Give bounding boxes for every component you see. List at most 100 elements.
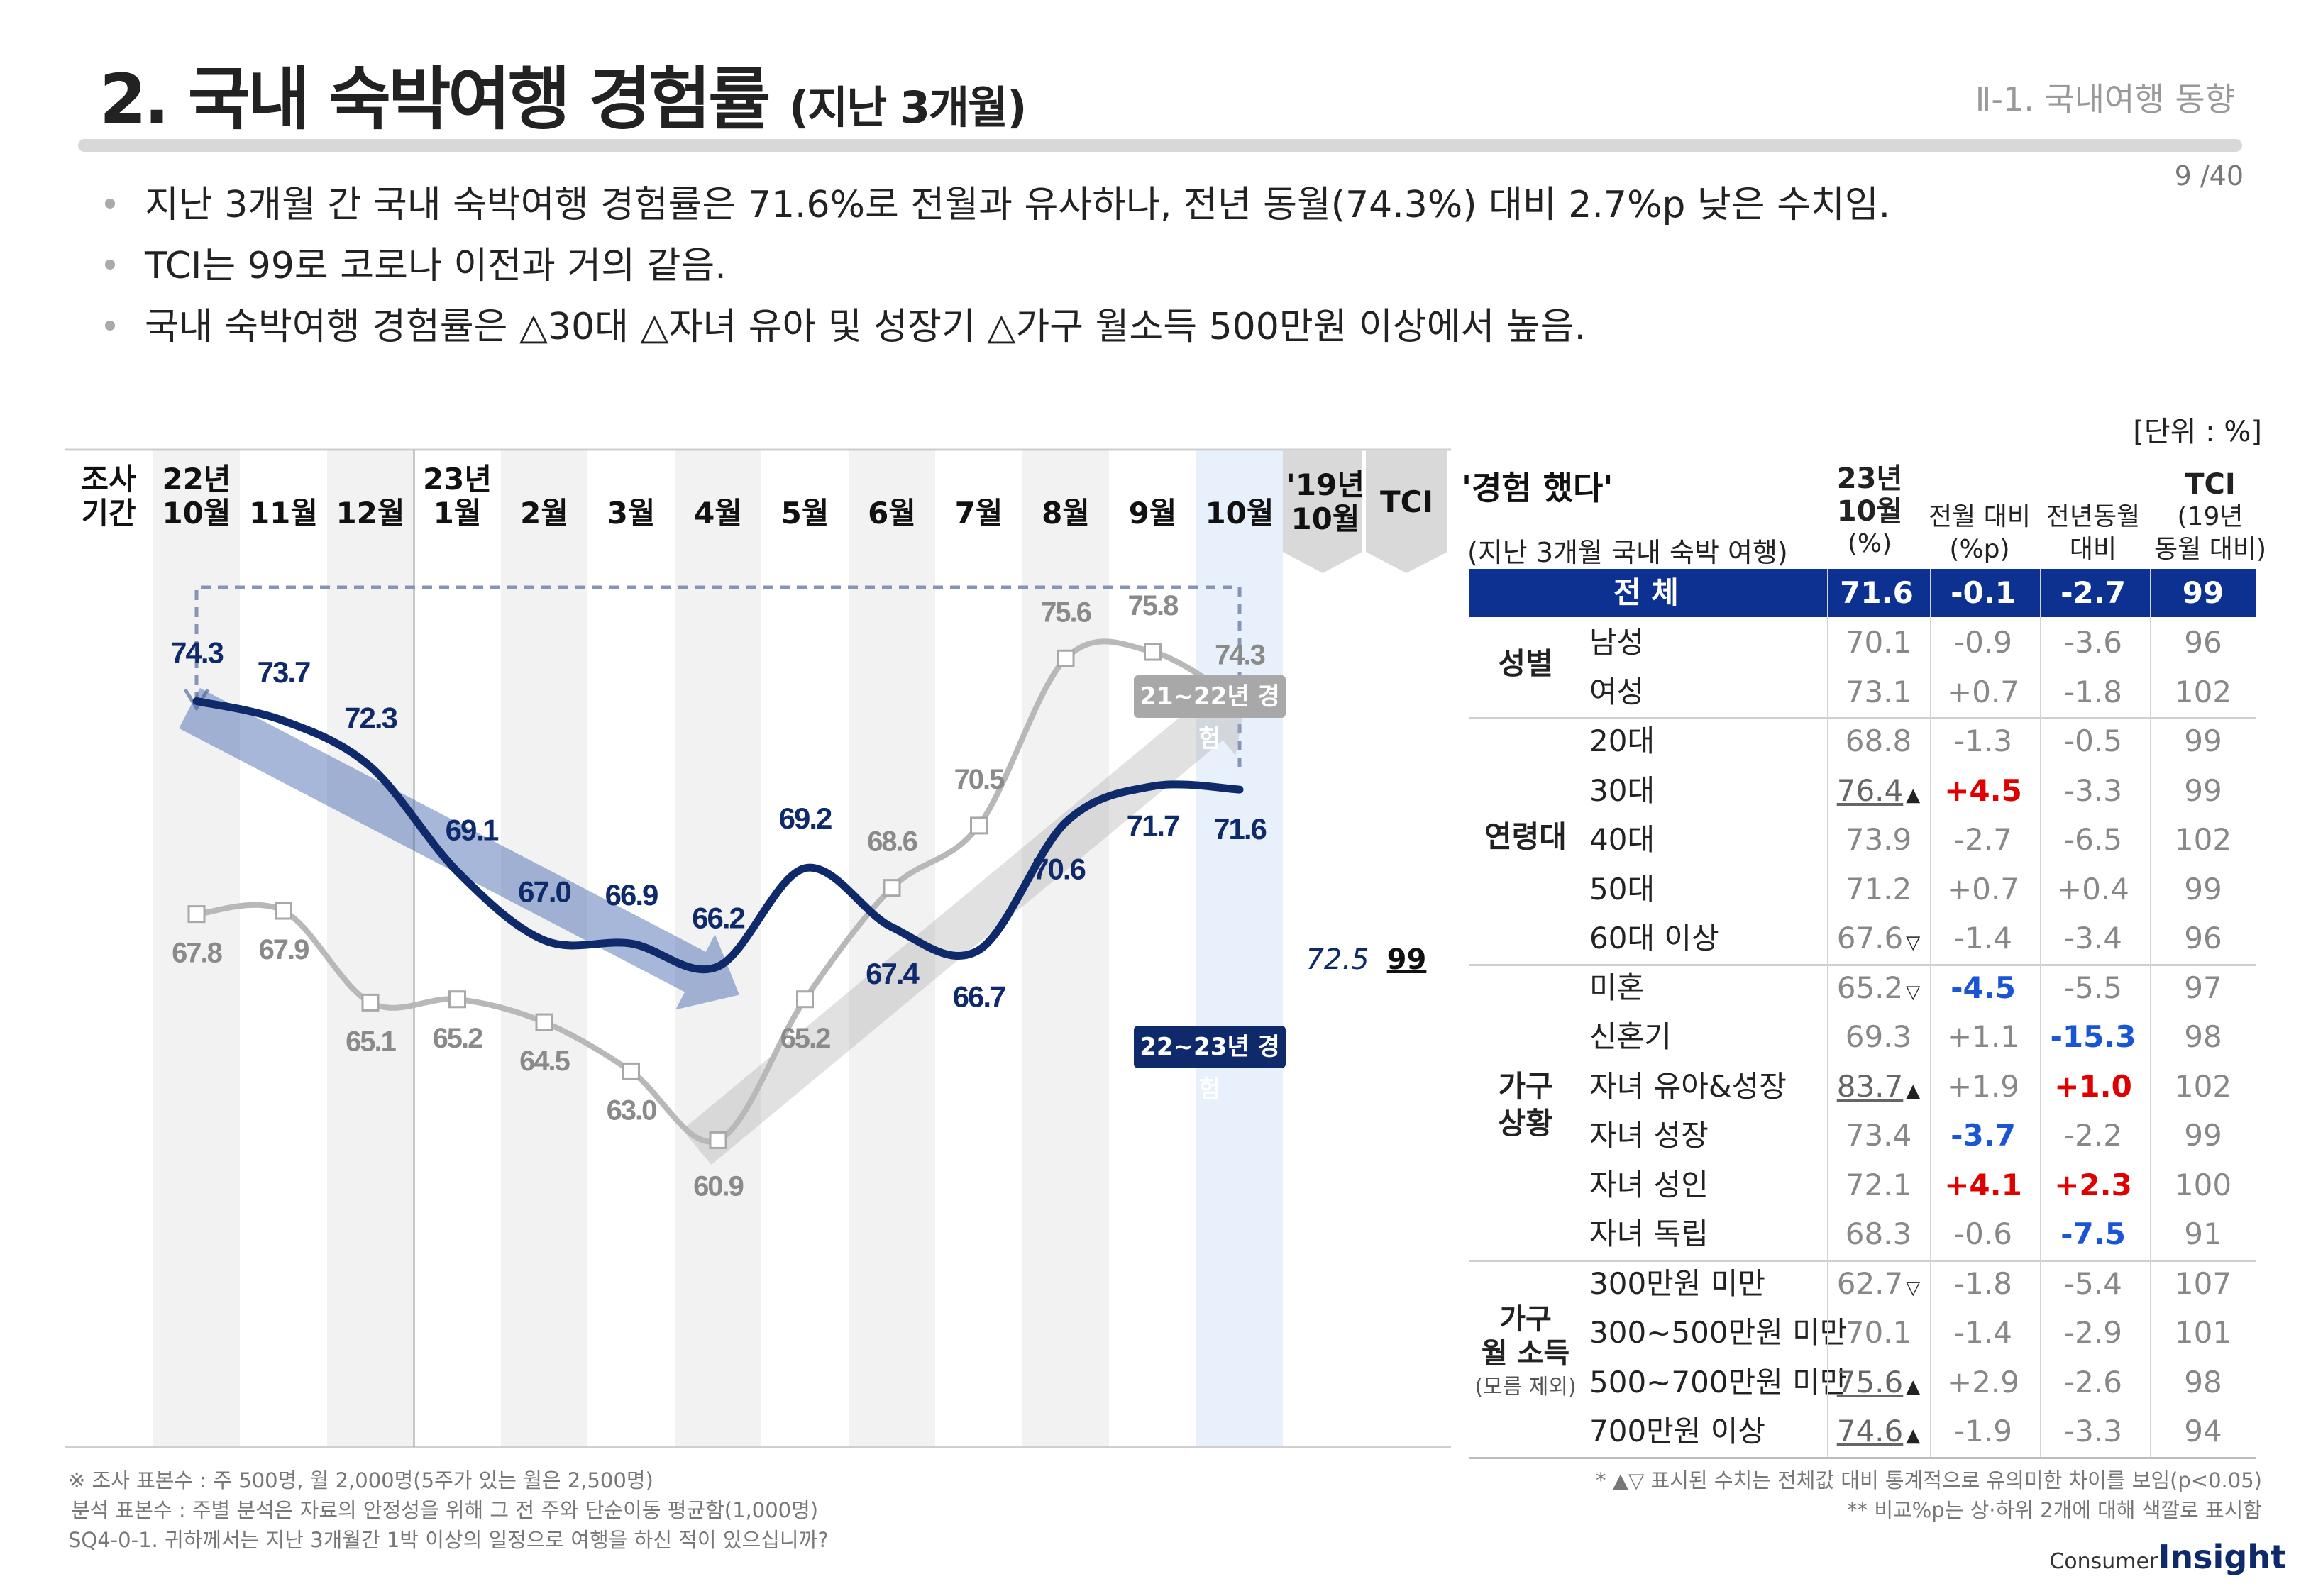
data-point-prev-year [187, 905, 206, 924]
data-label-this-year: 66.7 [953, 980, 1005, 1013]
bullet-item: 지난 3개월 간 국내 숙박여행 경험률은 71.6%로 전월과 유사하나, 전… [92, 174, 1890, 235]
period-label: 조사 기간 [81, 462, 136, 531]
footnote-analysis: 분석 표본수 : 주별 분석은 자료의 안정성을 위해 그 전 주와 단순이동 … [71, 1498, 819, 1522]
series-line-this-year [192, 697, 1244, 974]
summary-bullets: 지난 3개월 간 국내 숙박여행 경험률은 71.6%로 전월과 유사하나, 전… [92, 174, 1890, 358]
data-label-this-year: 73.7 [258, 655, 310, 689]
table-row-yoy: -3.3 [2064, 1414, 2122, 1448]
month-column-bg [1022, 450, 1109, 1447]
table-row-tci: 99 [2184, 871, 2222, 907]
table-row-tci: 99 [2184, 772, 2222, 808]
table-row-yoy: +0.4 [2057, 871, 2129, 907]
group-label-income: 가구 월 소득 (모름 제외) [1474, 1303, 1577, 1400]
table-row-tci: 107 [2174, 1265, 2232, 1301]
title-divider [78, 139, 2242, 152]
month-column-bg [414, 450, 501, 1447]
footnote-question: SQ4-0-1. 귀하께서는 지난 3개월간 1박 이상의 일정으로 여행을 하… [68, 1528, 829, 1552]
data-point-prev-year [448, 990, 466, 1009]
title-sub: (지난 3개월) [788, 82, 1027, 133]
table-row-yoy: -15.3 [2050, 1019, 2136, 1054]
column-divider [1827, 569, 1828, 1457]
month-column-bg [849, 450, 935, 1447]
total-value: 71.6 [1840, 575, 1914, 610]
group-label-age: 연령대 [1484, 819, 1567, 854]
table-row-tci: 97 [2184, 970, 2222, 1005]
tci-value: 99 [1386, 943, 1427, 976]
bullet-dot-icon [105, 199, 115, 209]
table-row-label: 남성 [1589, 625, 1645, 660]
table-row-yoy: -3.6 [2064, 625, 2122, 660]
table-row-tci: 94 [2184, 1414, 2222, 1448]
triangle-up-icon: ▲ [1906, 1080, 1921, 1102]
title-main: 2. 국내 숙박여행 경험률 [99, 60, 771, 139]
data-point-prev-year [361, 993, 380, 1012]
table-row-mom: +4.1 [1944, 1167, 2022, 1202]
table-bottom-border [1469, 1456, 2256, 1459]
table-row-tci: 99 [2184, 724, 2222, 758]
data-label-this-year: 70.6 [1032, 852, 1085, 885]
month-column-bg [675, 450, 761, 1447]
table-row-label: 자녀 독립 [1589, 1217, 1709, 1251]
data-label-prev-year: 75.8 [1128, 590, 1179, 621]
table-row-yoy: -3.3 [2064, 772, 2122, 808]
table-row-label: 40대 [1589, 822, 1655, 857]
line-chart: 67.8 67.9 65.1 65.2 64.5 63.0 60.9 65.2 68.6 70.5… [65, 448, 1451, 1448]
footnote-color: ** 비교%p는 상·하위 2개에 대해 색깔로 표시함 [1847, 1498, 2262, 1522]
table-row-value: 71.2 [1845, 871, 1912, 907]
data-label-this-year: 69.2 [779, 802, 832, 835]
table-row-value: 68.3 [1845, 1217, 1912, 1251]
data-label-prev-year: 65.2 [780, 1023, 831, 1054]
group-divider [1469, 963, 2256, 966]
triangle-up-icon: ▲ [1906, 1375, 1921, 1397]
data-label-this-year: 71.6 [1213, 812, 1266, 846]
data-label-prev-year: 67.9 [259, 934, 309, 965]
legend-navy-series: 22~23년 경험 [1134, 1026, 1286, 1104]
table-row-yoy: -0.5 [2064, 724, 2122, 758]
table-row-mom: -3.7 [1951, 1118, 2016, 1153]
table-row-mom: +1.1 [1947, 1019, 2019, 1054]
table-row-value: 76.4 ▲ [1836, 772, 1921, 808]
total-yoy: -2.7 [2060, 575, 2126, 610]
bullet-dot-icon [105, 260, 115, 270]
month-header: 12월 [336, 496, 405, 531]
table-row-value: 83.7 ▲ [1836, 1068, 1921, 1104]
table-row-yoy: -5.4 [2064, 1265, 2122, 1301]
data-label-this-year: 67.0 [518, 875, 570, 909]
total-mom: -0.1 [1951, 575, 2016, 610]
month-header: 4월 [694, 496, 742, 531]
table-row-mom: -4.5 [1951, 970, 2016, 1005]
table-row-label: 자녀 성인 [1589, 1167, 1709, 1202]
legend-grey-series: 21~22년 경험 [1134, 675, 1286, 753]
column-divider [2040, 569, 2041, 1457]
table-row-yoy: -2.6 [2064, 1364, 2122, 1400]
table-row-yoy: +2.3 [2054, 1167, 2132, 1202]
triangle-up-icon: ▲ [1906, 1425, 1921, 1446]
ref-col-header: '19년 10월 [1286, 467, 1364, 536]
bullet-item: TCI는 99로 코로나 이전과 거의 같음. [92, 235, 1890, 297]
data-label-prev-year: 63.0 [607, 1095, 657, 1126]
table-row-mom: -1.8 [1954, 1265, 2012, 1301]
table-row-tci: 96 [2184, 921, 2222, 955]
month-column-bg [240, 450, 327, 1447]
ref-value: 72.5 [1306, 943, 1369, 976]
table-row-value: 73.4 [1845, 1118, 1912, 1153]
down-arrow-icon [183, 688, 210, 711]
table-row-yoy: -6.5 [2064, 822, 2122, 857]
group-divider [1469, 717, 2256, 719]
table-row-mom: -1.9 [1954, 1414, 2012, 1448]
month-header: 22년 10월 [162, 462, 231, 531]
table-row-label: 300~500만원 미만 [1589, 1315, 1848, 1350]
table-row-yoy: +1.0 [2054, 1068, 2132, 1104]
table-row-label: 50대 [1589, 871, 1655, 907]
table-row-yoy: -3.4 [2064, 921, 2122, 955]
tci-col-header: TCI [1379, 484, 1434, 519]
footnote-sample: ※ 조사 표본수 : 주 500명, 월 2,000명(5주가 있는 월은 2,… [68, 1468, 653, 1492]
triangle-down-icon: ▽ [1906, 1277, 1921, 1299]
table-row-tci: 102 [2174, 822, 2232, 857]
col-header-mom: 전월 대비 (%p) [1929, 502, 2031, 564]
month-header: 10월 [1205, 496, 1274, 531]
data-label-prev-year: 68.6 [867, 826, 917, 858]
decline-trend-arrow-icon [179, 687, 740, 1010]
data-label-prev-year: 60.9 [693, 1170, 744, 1202]
page-number: 9 /40 [2174, 160, 2244, 192]
